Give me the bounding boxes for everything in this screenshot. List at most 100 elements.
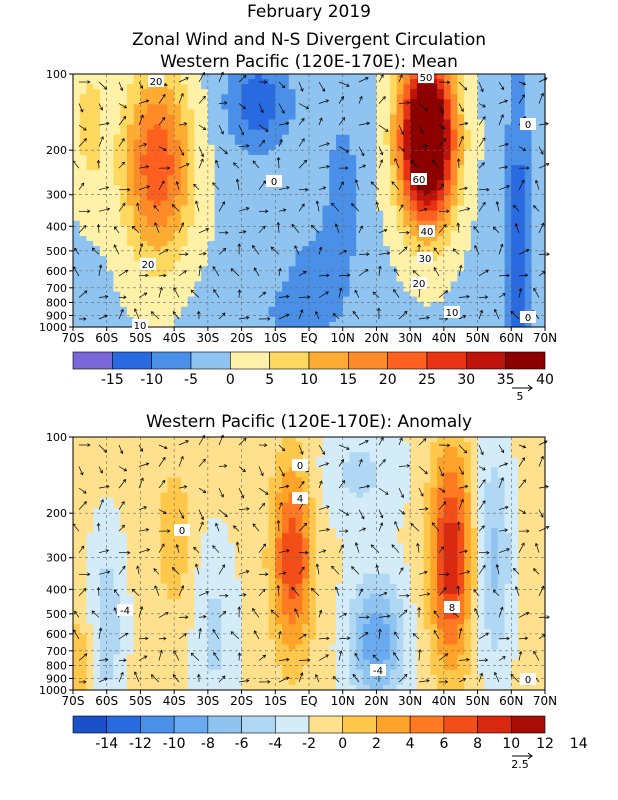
mean-vector-head bbox=[518, 287, 523, 292]
mean-vector-head bbox=[212, 266, 216, 270]
anomaly-cell bbox=[126, 477, 135, 484]
mean-vector bbox=[318, 166, 330, 169]
mean-cell bbox=[174, 170, 182, 176]
mean-cell bbox=[167, 281, 175, 288]
mean-cell bbox=[241, 291, 249, 298]
anomaly-cell bbox=[396, 452, 404, 458]
anomaly-cell bbox=[99, 467, 108, 474]
mean-colorbar-box bbox=[190, 351, 231, 370]
mean-vector bbox=[391, 181, 400, 190]
mean-cell bbox=[106, 261, 115, 267]
anomaly-cell bbox=[174, 472, 182, 479]
anomaly-cell bbox=[329, 437, 337, 443]
mean-cell bbox=[234, 74, 243, 80]
mean-cell bbox=[241, 251, 249, 257]
mean-cell bbox=[335, 311, 344, 318]
mean-cell bbox=[309, 139, 317, 146]
mean-cell bbox=[194, 99, 202, 105]
mean-cell bbox=[416, 286, 425, 293]
mean-cell bbox=[228, 205, 236, 212]
mean-cell bbox=[174, 99, 182, 105]
mean-vector bbox=[151, 311, 160, 320]
mean-cell bbox=[234, 149, 243, 156]
anomaly-cell bbox=[207, 487, 216, 494]
mean-cell bbox=[295, 261, 303, 267]
mean-cell bbox=[322, 311, 330, 318]
mean-cell bbox=[524, 225, 533, 232]
mean-cell bbox=[194, 134, 202, 141]
mean-cell bbox=[86, 220, 94, 227]
mean-cell bbox=[221, 235, 229, 242]
mean-cell bbox=[261, 170, 270, 176]
mean-cell bbox=[443, 230, 452, 237]
mean-cell bbox=[126, 175, 135, 181]
anomaly-cell bbox=[160, 487, 168, 494]
mean-cell bbox=[430, 281, 438, 288]
anomaly-cell bbox=[73, 487, 81, 494]
mean-cell bbox=[538, 114, 546, 121]
mean-cell bbox=[228, 240, 236, 247]
mean-cell bbox=[342, 266, 351, 272]
mean-contour-label-bg bbox=[520, 311, 536, 323]
mean-cell bbox=[457, 129, 465, 136]
mean-cell bbox=[79, 74, 88, 80]
mean-cell bbox=[403, 210, 411, 217]
anomaly-cell bbox=[349, 487, 357, 494]
mean-vector-head bbox=[352, 310, 357, 315]
mean-cell bbox=[221, 74, 229, 80]
mean-vector-head bbox=[172, 311, 177, 315]
anomaly-cell bbox=[403, 437, 411, 443]
mean-cell bbox=[430, 175, 438, 181]
anomaly-cell bbox=[356, 447, 364, 453]
mean-vector-head bbox=[334, 223, 339, 228]
mean-cell bbox=[120, 124, 128, 131]
mean-cell bbox=[315, 200, 324, 207]
mean-cell bbox=[113, 149, 121, 156]
mean-cell bbox=[538, 139, 546, 146]
mean-cell bbox=[369, 134, 378, 141]
mean-cell bbox=[241, 271, 249, 277]
anomaly-cell bbox=[73, 437, 81, 443]
mean-cell bbox=[282, 266, 290, 272]
mean-vector bbox=[358, 77, 369, 83]
mean-cell bbox=[113, 114, 121, 121]
mean-vector bbox=[278, 81, 285, 89]
mean-cell bbox=[255, 301, 263, 308]
mean-cell bbox=[389, 220, 398, 227]
mean-cell bbox=[214, 99, 222, 105]
mean-cell bbox=[295, 94, 303, 100]
mean-cell bbox=[389, 301, 398, 308]
mean-cell bbox=[120, 134, 128, 141]
mean-cell bbox=[531, 190, 539, 197]
anomaly-cell bbox=[207, 477, 216, 484]
mean-cell bbox=[376, 74, 384, 80]
mean-cell bbox=[167, 251, 175, 257]
mean-cell bbox=[255, 235, 263, 242]
anomaly-cell bbox=[275, 442, 283, 448]
mean-vector-head bbox=[379, 159, 384, 163]
mean-cell bbox=[99, 175, 108, 181]
mean-cell bbox=[167, 99, 175, 105]
mean-cell bbox=[464, 321, 472, 328]
anomaly-cell bbox=[524, 482, 533, 489]
mean-cell bbox=[302, 74, 310, 80]
mean-cell bbox=[248, 185, 256, 191]
anomaly-cell bbox=[133, 472, 142, 479]
mean-cell bbox=[491, 149, 499, 156]
anomaly-cell bbox=[93, 492, 101, 499]
mean-cell bbox=[106, 180, 115, 186]
mean-cell bbox=[126, 195, 135, 202]
mean-cell bbox=[362, 281, 371, 288]
mean-cell bbox=[221, 266, 229, 272]
mean-cell bbox=[443, 160, 452, 166]
mean-cell bbox=[234, 175, 243, 181]
mean-cell bbox=[207, 99, 216, 105]
mean-cell bbox=[113, 256, 121, 262]
mean-cell bbox=[457, 144, 465, 151]
anomaly-cell bbox=[234, 477, 243, 484]
anomaly-cell bbox=[79, 492, 88, 499]
mean-cell bbox=[491, 139, 499, 146]
anomaly-cell bbox=[261, 437, 270, 443]
mean-vector bbox=[218, 102, 227, 104]
mean-cell bbox=[396, 129, 404, 136]
